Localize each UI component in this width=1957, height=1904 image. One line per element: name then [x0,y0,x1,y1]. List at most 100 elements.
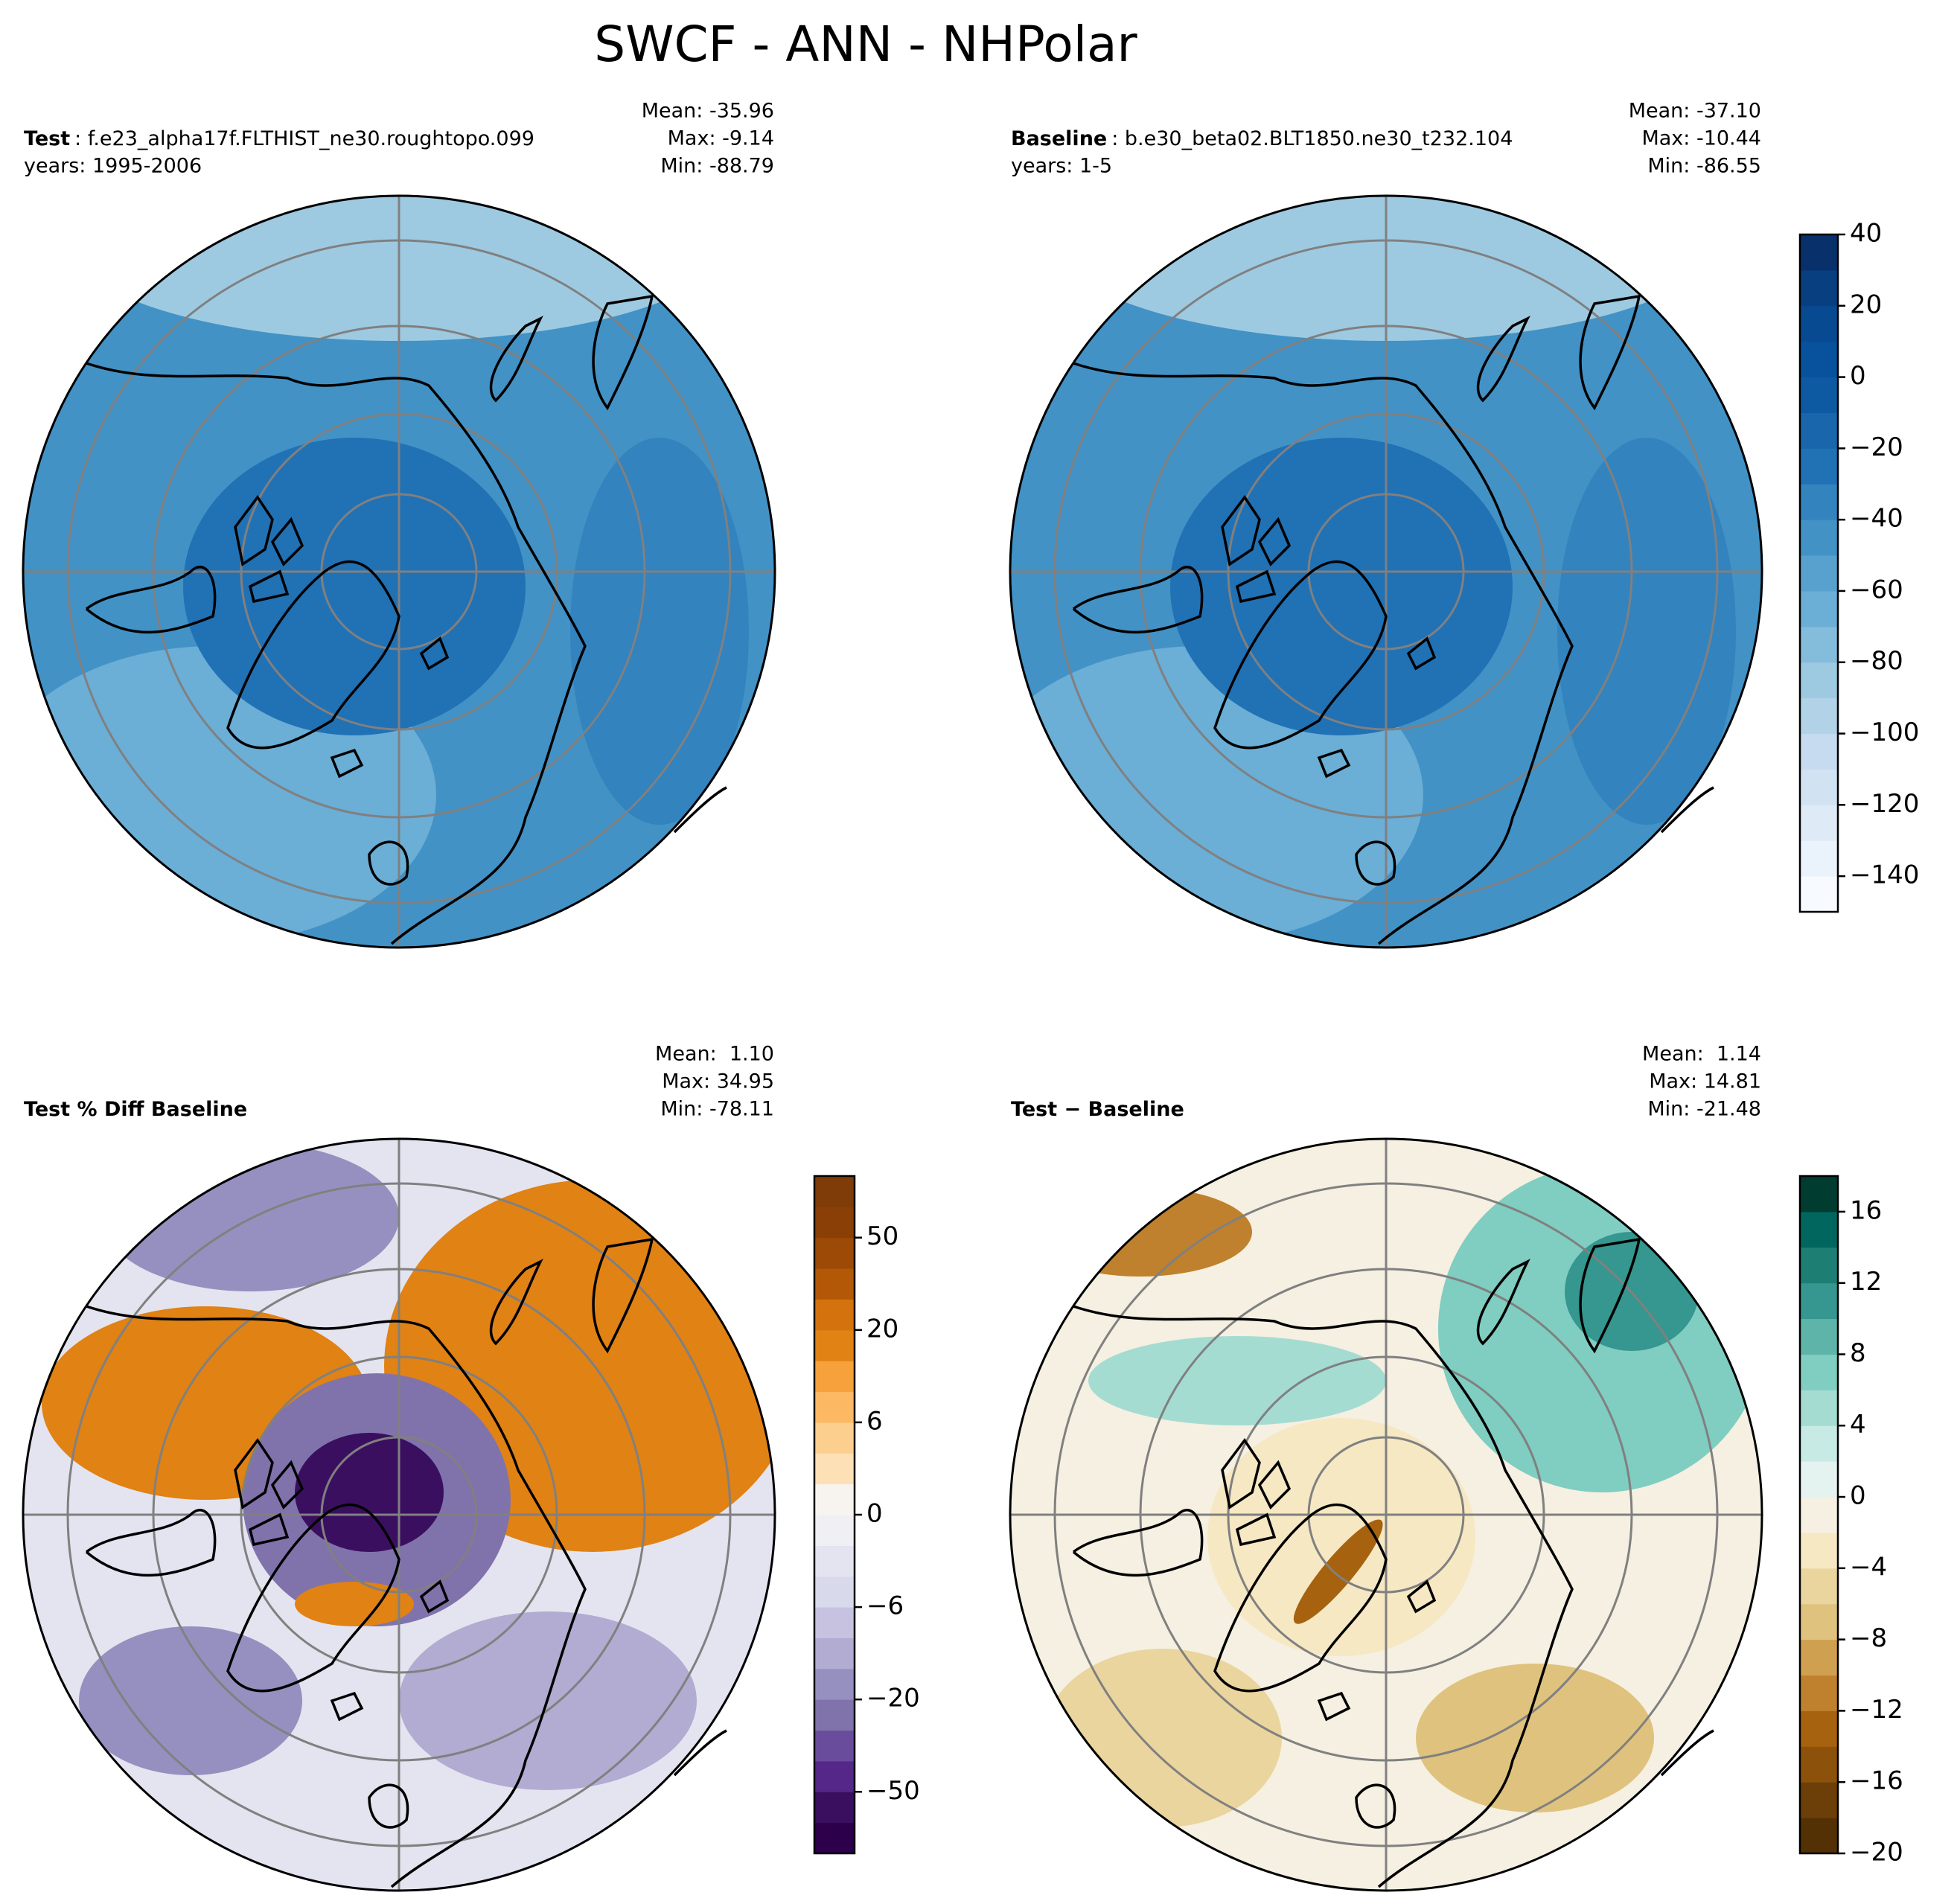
panel-label: Test % Diff Baseline [24,1098,247,1121]
colorbar-band [1800,805,1838,841]
years: years: 1-5 [1011,155,1112,178]
colorbar-band [814,1576,855,1608]
colorbar-tick-label: −8 [1850,1623,1887,1653]
colorbar-band [1800,876,1838,913]
colorbar-band [814,1730,855,1762]
colorbar-tick-label: −16 [1850,1766,1903,1796]
stat: Max: 14.81 [1649,1070,1761,1093]
colorbar-band [814,1822,855,1854]
colorbar-band [1800,1639,1838,1676]
colorbar-tick-label: 0 [866,1499,883,1529]
years: years: 1995-2006 [24,155,202,178]
stat: Max: -10.44 [1641,127,1761,150]
colorbar-band [814,1515,855,1546]
colorbar-band [1800,1818,1838,1854]
panel-label: Baseline: b.e30_beta02.BLT1850.ne30_t232… [1011,127,1513,150]
colorbar-band [1800,520,1838,556]
colorbar-band [1800,1568,1838,1605]
colorbar-band [1800,590,1838,627]
colorbar-tick-label: −20 [1850,432,1903,462]
colorbar-band [1800,412,1838,449]
map-panel [1009,1137,1763,1892]
colorbar-tick-label: −140 [1850,860,1919,890]
case-name: : b.e30_beta02.BLT1850.ne30_t232.104 [1111,127,1513,150]
colorbar-band [1800,1746,1838,1783]
panel-label: Test − Baseline [1011,1098,1184,1121]
colorbar-tick-label: 0 [1850,361,1866,391]
colorbar-band [814,1329,855,1361]
colorbar-band [1800,1710,1838,1747]
panel-label-bold: Baseline [1011,127,1107,150]
colorbar-band [814,1237,855,1269]
colorbar-band [814,1422,855,1454]
colorbar-tick-label: 20 [1850,290,1882,319]
colorbar-band [1800,1675,1838,1711]
colorbar-tick-label: 50 [866,1221,898,1251]
colorbar-band [1800,662,1838,699]
colorbar-tick-label: −12 [1850,1695,1903,1725]
colorbar-band [1800,1390,1838,1426]
colorbar-tick-label: −6 [866,1591,904,1621]
colorbar-tick-label: 4 [1850,1410,1866,1440]
colorbar-band [1800,1497,1838,1533]
colorbar-band [1800,1425,1838,1462]
figure-title: SWCF - ANN - NHPolar [594,16,1137,73]
colorbar-tick-label: −40 [1850,504,1903,534]
colorbar-band [1800,1176,1838,1213]
colorbar-band [814,1699,855,1731]
colorbar-band [814,1299,855,1331]
colorbar-tick-label: 16 [1850,1195,1882,1225]
panel-label-bold: Test [24,127,70,150]
colorbar-band [1800,1247,1838,1284]
colorbar-band [1800,377,1838,413]
colorbar-band [1800,1318,1838,1355]
colorbar-band [814,1391,855,1423]
colorbar-frame [1798,233,1839,913]
stat: Mean: 1.10 [655,1043,774,1066]
colorbar-tick-label: −60 [1850,575,1903,604]
colorbar-band [814,1268,855,1300]
colorbar-tick-label: 8 [1850,1338,1866,1368]
colorbar-tick-label: −20 [1850,1838,1903,1868]
colorbar-band [814,1176,855,1207]
colorbar-band [1800,1782,1838,1818]
map-panel [1009,194,1763,949]
colorbar-band [814,1638,855,1670]
colorbar-band [1800,484,1838,520]
colorbar-band [1800,234,1838,271]
panel-label-bold: Test − Baseline [1011,1098,1184,1121]
colorbar-band [814,1545,855,1577]
colorbar-band [814,1483,855,1515]
colorbar-tick-label: −80 [1850,646,1903,676]
colorbar-band [1800,1603,1838,1641]
stat: Min: -86.55 [1647,155,1761,178]
colorbar-band [1800,269,1838,307]
colorbar-tick-label: 20 [866,1314,898,1344]
colorbar-band [1800,341,1838,378]
colorbar-band [1800,448,1838,485]
colorbar-band [814,1792,855,1824]
map-panel [22,1137,776,1892]
colorbar-tick-label: −4 [1850,1552,1887,1582]
stat: Max: -9.14 [668,127,774,150]
stat: Min: -21.48 [1647,1098,1761,1121]
colorbar-band [814,1607,855,1638]
colorbar-band [814,1668,855,1700]
colorbar-band [1800,697,1838,735]
colorbar-band [1800,1354,1838,1390]
colorbar-tick-label: −100 [1850,718,1919,747]
colorbar-band [1800,626,1838,663]
colorbar-band [1800,1461,1838,1498]
colorbar-band [814,1453,855,1485]
colorbar-band [1800,840,1838,877]
colorbar-band [814,1361,855,1393]
stat: Min: -88.79 [660,155,774,178]
stat: Mean: -35.96 [642,100,774,123]
stat: Mean: 1.14 [1642,1043,1761,1066]
colorbar-band [1800,1532,1838,1569]
colorbar-band [1800,1211,1838,1248]
stat: Min: -78.11 [660,1098,774,1121]
colorbar-tick-label: 12 [1850,1267,1882,1297]
